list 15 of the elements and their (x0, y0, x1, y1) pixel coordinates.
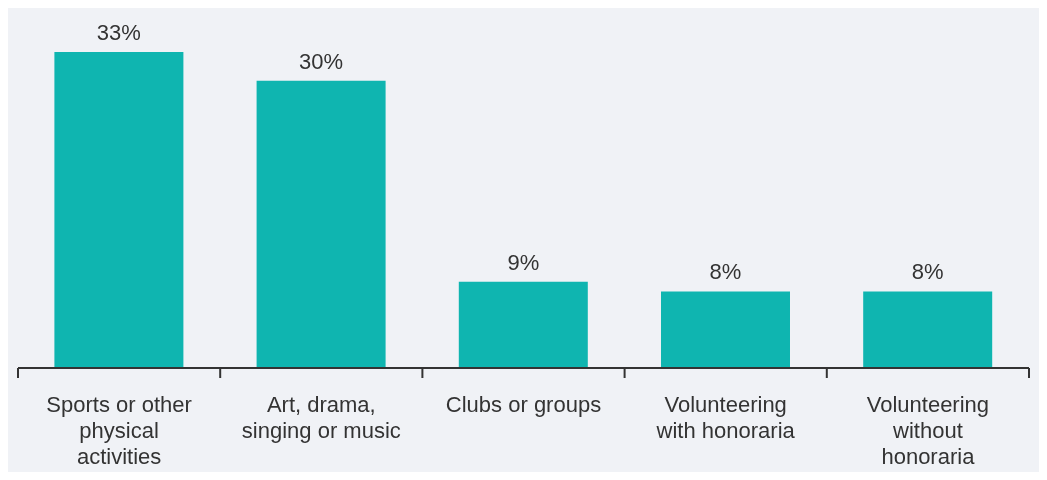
bar (458, 281, 588, 368)
data-label: 8% (911, 259, 944, 285)
data-label: 8% (709, 259, 742, 285)
data-label: 9% (507, 249, 540, 275)
x-tick-label: Volunteering without honoraria (866, 391, 990, 469)
x-tick-label: Sports or other physical activities (46, 391, 192, 469)
bar (863, 291, 993, 368)
bar (54, 52, 184, 368)
x-tick-label: Art, drama, singing or music (241, 391, 401, 443)
x-tick-label: Clubs or groups (445, 391, 602, 417)
bar (661, 291, 790, 368)
data-label: 33% (96, 20, 141, 45)
bar (256, 80, 386, 368)
x-tick-label: Volunteering with honoraria (655, 391, 796, 443)
data-label: 30% (299, 48, 344, 74)
